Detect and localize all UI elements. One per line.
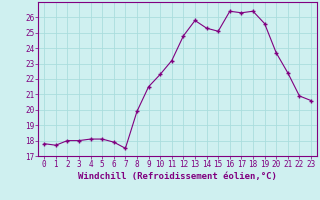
X-axis label: Windchill (Refroidissement éolien,°C): Windchill (Refroidissement éolien,°C) xyxy=(78,172,277,181)
